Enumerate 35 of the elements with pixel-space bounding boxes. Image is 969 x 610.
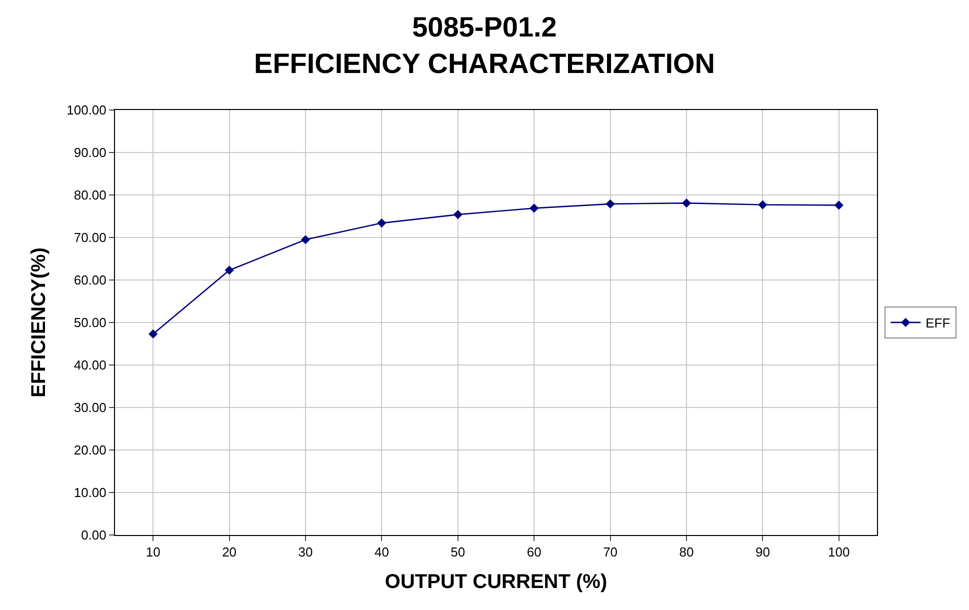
x-axis-title: OUTPUT CURRENT (%) [384,571,608,594]
point [606,199,615,208]
y-tick-label: 10.00 [74,485,106,500]
y-tick-label: 20.00 [74,442,106,458]
legend-label: EFF [926,316,950,331]
y-tick-label: 80.00 [74,188,106,203]
y-tick-label: 60.00 [74,272,106,288]
y-axis-title: EFFICIENCY(%) [28,248,50,398]
point [453,210,462,220]
y-tick-label: 0.00 [81,528,106,543]
x-tick-label: 30 [298,544,313,560]
y-tick-label: 90.00 [74,145,106,160]
x-tick-label: 50 [450,544,466,560]
point [148,329,158,339]
y-tick-label: 50.00 [74,315,106,330]
y-tick-label: 100.00 [66,102,106,118]
x-tick-label: 40 [374,544,389,560]
x-tick-label: 20 [222,544,237,560]
point [300,235,310,244]
y-tick-label: 40.00 [74,358,106,373]
x-tick-label: 100 [828,544,850,560]
x-tick-label: 10 [146,544,160,560]
point [224,266,234,275]
point [834,200,844,210]
point [758,200,768,210]
x-tick-label: 60 [526,544,542,560]
y-tick-label: 70.00 [74,230,106,246]
point [682,198,692,208]
x-tick-label: 70 [603,544,618,560]
point [530,204,539,213]
y-tick-label: 30.00 [74,400,106,416]
point [377,218,386,228]
x-tick-label: 90 [755,544,770,560]
chart-title: 5085-P01.2 EFFICIENCY CHARACTERIZATION [254,12,715,79]
x-tick-label: 80 [679,544,694,560]
